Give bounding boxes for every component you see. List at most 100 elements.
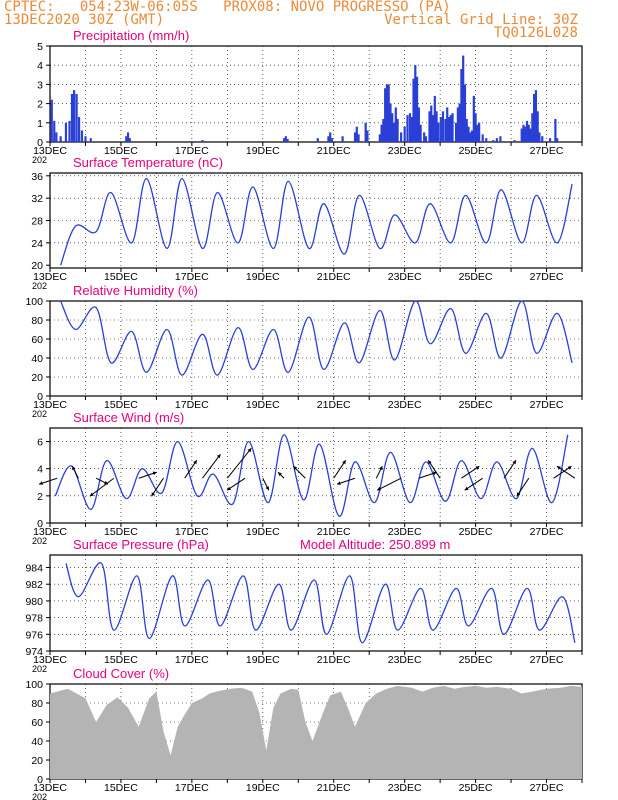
precip-bar bbox=[341, 136, 344, 142]
press-frame bbox=[49, 554, 583, 652]
precip-bar bbox=[513, 140, 516, 142]
precip-bar bbox=[50, 99, 53, 142]
precip-bar bbox=[520, 128, 523, 142]
precip-bar bbox=[485, 138, 488, 142]
precip-bar bbox=[462, 55, 465, 142]
rh-ytick-label: 100 bbox=[25, 296, 43, 308]
wind-ytick-label: 6 bbox=[37, 437, 43, 449]
temp-xtick-label: 21DEC bbox=[317, 271, 351, 283]
rh-ytick-label: 60 bbox=[31, 334, 43, 346]
precip-bar bbox=[414, 65, 417, 142]
wind-vector-head bbox=[512, 460, 516, 465]
press-xtick-label: 21DEC bbox=[317, 654, 351, 666]
wind-vector-head bbox=[89, 492, 94, 497]
rh-xtick-label: 25DEC bbox=[459, 399, 493, 411]
precip-ytick-label: 1 bbox=[37, 118, 43, 130]
wind-ytick-label: 0 bbox=[37, 518, 43, 530]
precip-bar bbox=[392, 122, 396, 142]
wind-vector bbox=[333, 459, 347, 479]
wind-vector-head bbox=[475, 466, 480, 470]
temp-ytick-label: 20 bbox=[31, 260, 43, 272]
precip-bar bbox=[437, 122, 440, 142]
precip-bar bbox=[478, 122, 481, 142]
precip-bar bbox=[387, 84, 390, 142]
precip-bar bbox=[476, 124, 479, 142]
wind-line bbox=[54, 434, 569, 517]
press-xtick-label: 13DEC bbox=[33, 654, 67, 666]
precip-bar bbox=[492, 140, 495, 142]
precip-bar bbox=[327, 136, 330, 142]
wind-vector bbox=[226, 447, 252, 479]
precip-bar bbox=[59, 136, 62, 142]
wind-vector bbox=[226, 477, 246, 491]
press-ytick-label: 982 bbox=[25, 579, 43, 591]
cloud-xtick-label: 15DEC bbox=[104, 782, 138, 794]
wind-vector-head bbox=[567, 466, 572, 470]
precip-xtick-label: 23DEC bbox=[388, 145, 422, 157]
wind-xtick-label: 21DEC bbox=[317, 526, 351, 538]
precip-bar bbox=[417, 107, 420, 142]
cloud-xtick-label: 19DEC bbox=[246, 782, 280, 794]
wind-ytick-label: 2 bbox=[37, 491, 43, 503]
precip-bar bbox=[89, 138, 92, 142]
precip-bar bbox=[68, 120, 71, 142]
precip-ytick-label: 2 bbox=[37, 99, 43, 111]
wind-vector bbox=[464, 477, 483, 491]
precip-bar bbox=[126, 132, 130, 142]
precip-bar bbox=[465, 118, 468, 142]
wind-xtick-label: 23DEC bbox=[388, 526, 422, 538]
rh-xtick-label: 19DEC bbox=[246, 399, 280, 411]
press-year-label: 202 bbox=[32, 664, 47, 674]
wind-ytick-label: 4 bbox=[37, 464, 43, 476]
precip-bar bbox=[470, 130, 474, 142]
precip-bar bbox=[357, 134, 360, 142]
press-ytick-label: 984 bbox=[25, 563, 43, 575]
precip-bar bbox=[125, 136, 128, 142]
precip-bar bbox=[353, 132, 357, 142]
precip-bar bbox=[53, 120, 56, 142]
cloud-ytick-label: 100 bbox=[25, 679, 43, 691]
wind-vector bbox=[503, 459, 517, 479]
precip-ytick-label: 0 bbox=[37, 137, 43, 149]
precip-bar bbox=[439, 117, 442, 142]
press-xtick-label: 25DEC bbox=[459, 654, 493, 666]
rh-xtick-label: 17DEC bbox=[175, 399, 209, 411]
precip-bar bbox=[412, 78, 415, 142]
precip-bar bbox=[538, 132, 541, 142]
precip-bar bbox=[533, 94, 536, 142]
wind-frame bbox=[49, 427, 583, 524]
wind-vector-head bbox=[39, 481, 43, 485]
precip-bar bbox=[80, 130, 84, 142]
precip-bar bbox=[366, 130, 369, 142]
precip-bar bbox=[77, 117, 81, 142]
rh-line bbox=[60, 300, 573, 376]
precip-bar bbox=[286, 139, 289, 142]
header-date: 13DEC2020 30Z (GMT) bbox=[4, 12, 165, 28]
rh-ytick-label: 40 bbox=[31, 353, 43, 365]
precip-bar bbox=[548, 138, 552, 142]
wind-vector-head bbox=[247, 448, 252, 453]
precip-bar bbox=[406, 115, 409, 142]
precip-ytick-label: 5 bbox=[37, 41, 43, 53]
press-xtick-label: 15DEC bbox=[104, 654, 138, 666]
temp-xtick-label: 23DEC bbox=[388, 271, 422, 283]
wind-vector-head bbox=[379, 466, 383, 471]
precip-bar bbox=[458, 103, 461, 142]
precip-bar bbox=[524, 126, 527, 142]
temp-xtick-label: 19DEC bbox=[246, 271, 280, 283]
precip-bar bbox=[355, 126, 358, 142]
wind-year-label: 202 bbox=[32, 536, 47, 546]
press-xtick-label: 23DEC bbox=[388, 654, 422, 666]
wind-vector-head bbox=[342, 460, 346, 465]
precip-xtick-label: 21DEC bbox=[317, 145, 351, 157]
wind-vector bbox=[461, 465, 480, 479]
precip-bar bbox=[451, 113, 454, 142]
press-ytick-label: 974 bbox=[25, 646, 43, 658]
rh-xtick-label: 23DEC bbox=[388, 399, 422, 411]
rh-ytick-label: 80 bbox=[31, 315, 43, 327]
precip-xtick-label: 15DEC bbox=[104, 145, 138, 157]
header-station: CPTEC: 054:23W-06:05S PROX08: NOVO PROGR… bbox=[4, 0, 451, 15]
precip-bar bbox=[282, 138, 286, 142]
precip-bar bbox=[428, 111, 431, 142]
